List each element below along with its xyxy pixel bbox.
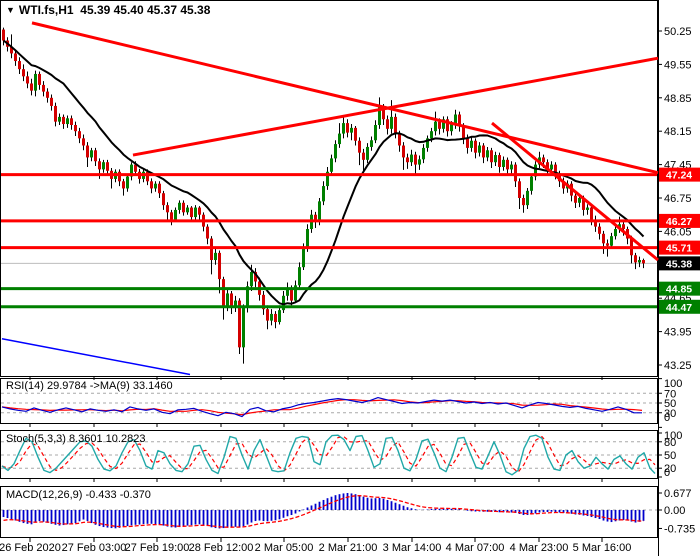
svg-text:100: 100	[664, 378, 682, 390]
price-axis: 50.2549.5548.8548.1547.4546.7546.0544.65…	[658, 26, 700, 372]
svg-text:47.24: 47.24	[666, 170, 692, 182]
chart-title: ▼ WTI.fs,H1 45.39 45.40 45.37 45.38	[6, 3, 210, 17]
svg-text:27 Feb 03:00: 27 Feb 03:00	[62, 542, 127, 554]
trend-lines	[1, 21, 659, 376]
svg-text:45.38: 45.38	[666, 258, 692, 270]
symbol-period: WTI.fs,H1	[18, 3, 74, 17]
svg-text:80: 80	[664, 437, 676, 449]
svg-text:50: 50	[664, 398, 676, 410]
svg-text:49.55: 49.55	[664, 59, 692, 71]
svg-text:4 Mar 23:00: 4 Mar 23:00	[510, 542, 569, 554]
svg-text:46.75: 46.75	[664, 193, 692, 205]
panel-borders	[0, 0, 659, 556]
svg-text:0.00: 0.00	[664, 505, 685, 517]
price-badge: 45.38	[659, 256, 700, 271]
svg-text:50: 50	[664, 450, 676, 462]
ohlc-quote: 45.39 45.40 45.37 45.38	[80, 3, 211, 17]
price-badge: 44.47	[659, 299, 700, 314]
svg-text:5 Mar 16:00: 5 Mar 16:00	[573, 542, 632, 554]
svg-text:45.71: 45.71	[666, 243, 692, 255]
svg-text:0: 0	[664, 467, 670, 479]
price-badge: 46.27	[659, 213, 700, 228]
ma-line	[2, 39, 645, 306]
stoch-indicator-label: Stoch(5,3,3) 8.3601 10.2823	[6, 433, 146, 445]
svg-text:43.95: 43.95	[664, 327, 692, 339]
svg-text:27 Feb 19:00: 27 Feb 19:00	[125, 542, 190, 554]
svg-text:44.85: 44.85	[666, 284, 692, 296]
svg-text:-0.735: -0.735	[664, 523, 695, 535]
macd-indicator-label: MACD(12,26,9) -0.433 -0.370	[6, 489, 151, 501]
svg-text:70: 70	[664, 388, 676, 400]
candles-layer	[2, 27, 645, 364]
svg-text:100: 100	[664, 430, 682, 442]
svg-text:46.05: 46.05	[664, 226, 692, 238]
level-lines	[1, 173, 657, 309]
svg-text:50.25: 50.25	[664, 26, 692, 38]
macd-plot: 0.677 0.00 -0.735	[1, 488, 695, 535]
svg-text:4 Mar 07:00: 4 Mar 07:00	[446, 542, 505, 554]
svg-text:46.27: 46.27	[666, 216, 692, 228]
price-badge: 47.24	[659, 167, 700, 182]
price-badge: 44.85	[659, 281, 700, 296]
svg-text:43.25: 43.25	[664, 360, 692, 372]
price-badge: 45.71	[659, 240, 700, 255]
rsi-indicator-label: RSI(14) 29.9784 ->MA(9) 33.1460	[6, 380, 173, 392]
svg-text:2 Mar 05:00: 2 Mar 05:00	[255, 542, 314, 554]
svg-text:2 Mar 21:00: 2 Mar 21:00	[319, 542, 378, 554]
svg-text:3 Mar 14:00: 3 Mar 14:00	[383, 542, 442, 554]
svg-text:0.677: 0.677	[664, 488, 692, 500]
svg-text:26 Feb 2020: 26 Feb 2020	[0, 542, 61, 554]
svg-text:44.47: 44.47	[666, 302, 692, 314]
svg-text:30: 30	[664, 408, 676, 420]
svg-text:20: 20	[664, 463, 676, 475]
svg-text:48.85: 48.85	[664, 93, 692, 105]
svg-text:28 Feb 12:00: 28 Feb 12:00	[189, 542, 254, 554]
svg-text:0: 0	[664, 412, 670, 424]
symbol-dropdown-icon[interactable]: ▼	[6, 5, 15, 15]
svg-text:48.15: 48.15	[664, 126, 692, 138]
